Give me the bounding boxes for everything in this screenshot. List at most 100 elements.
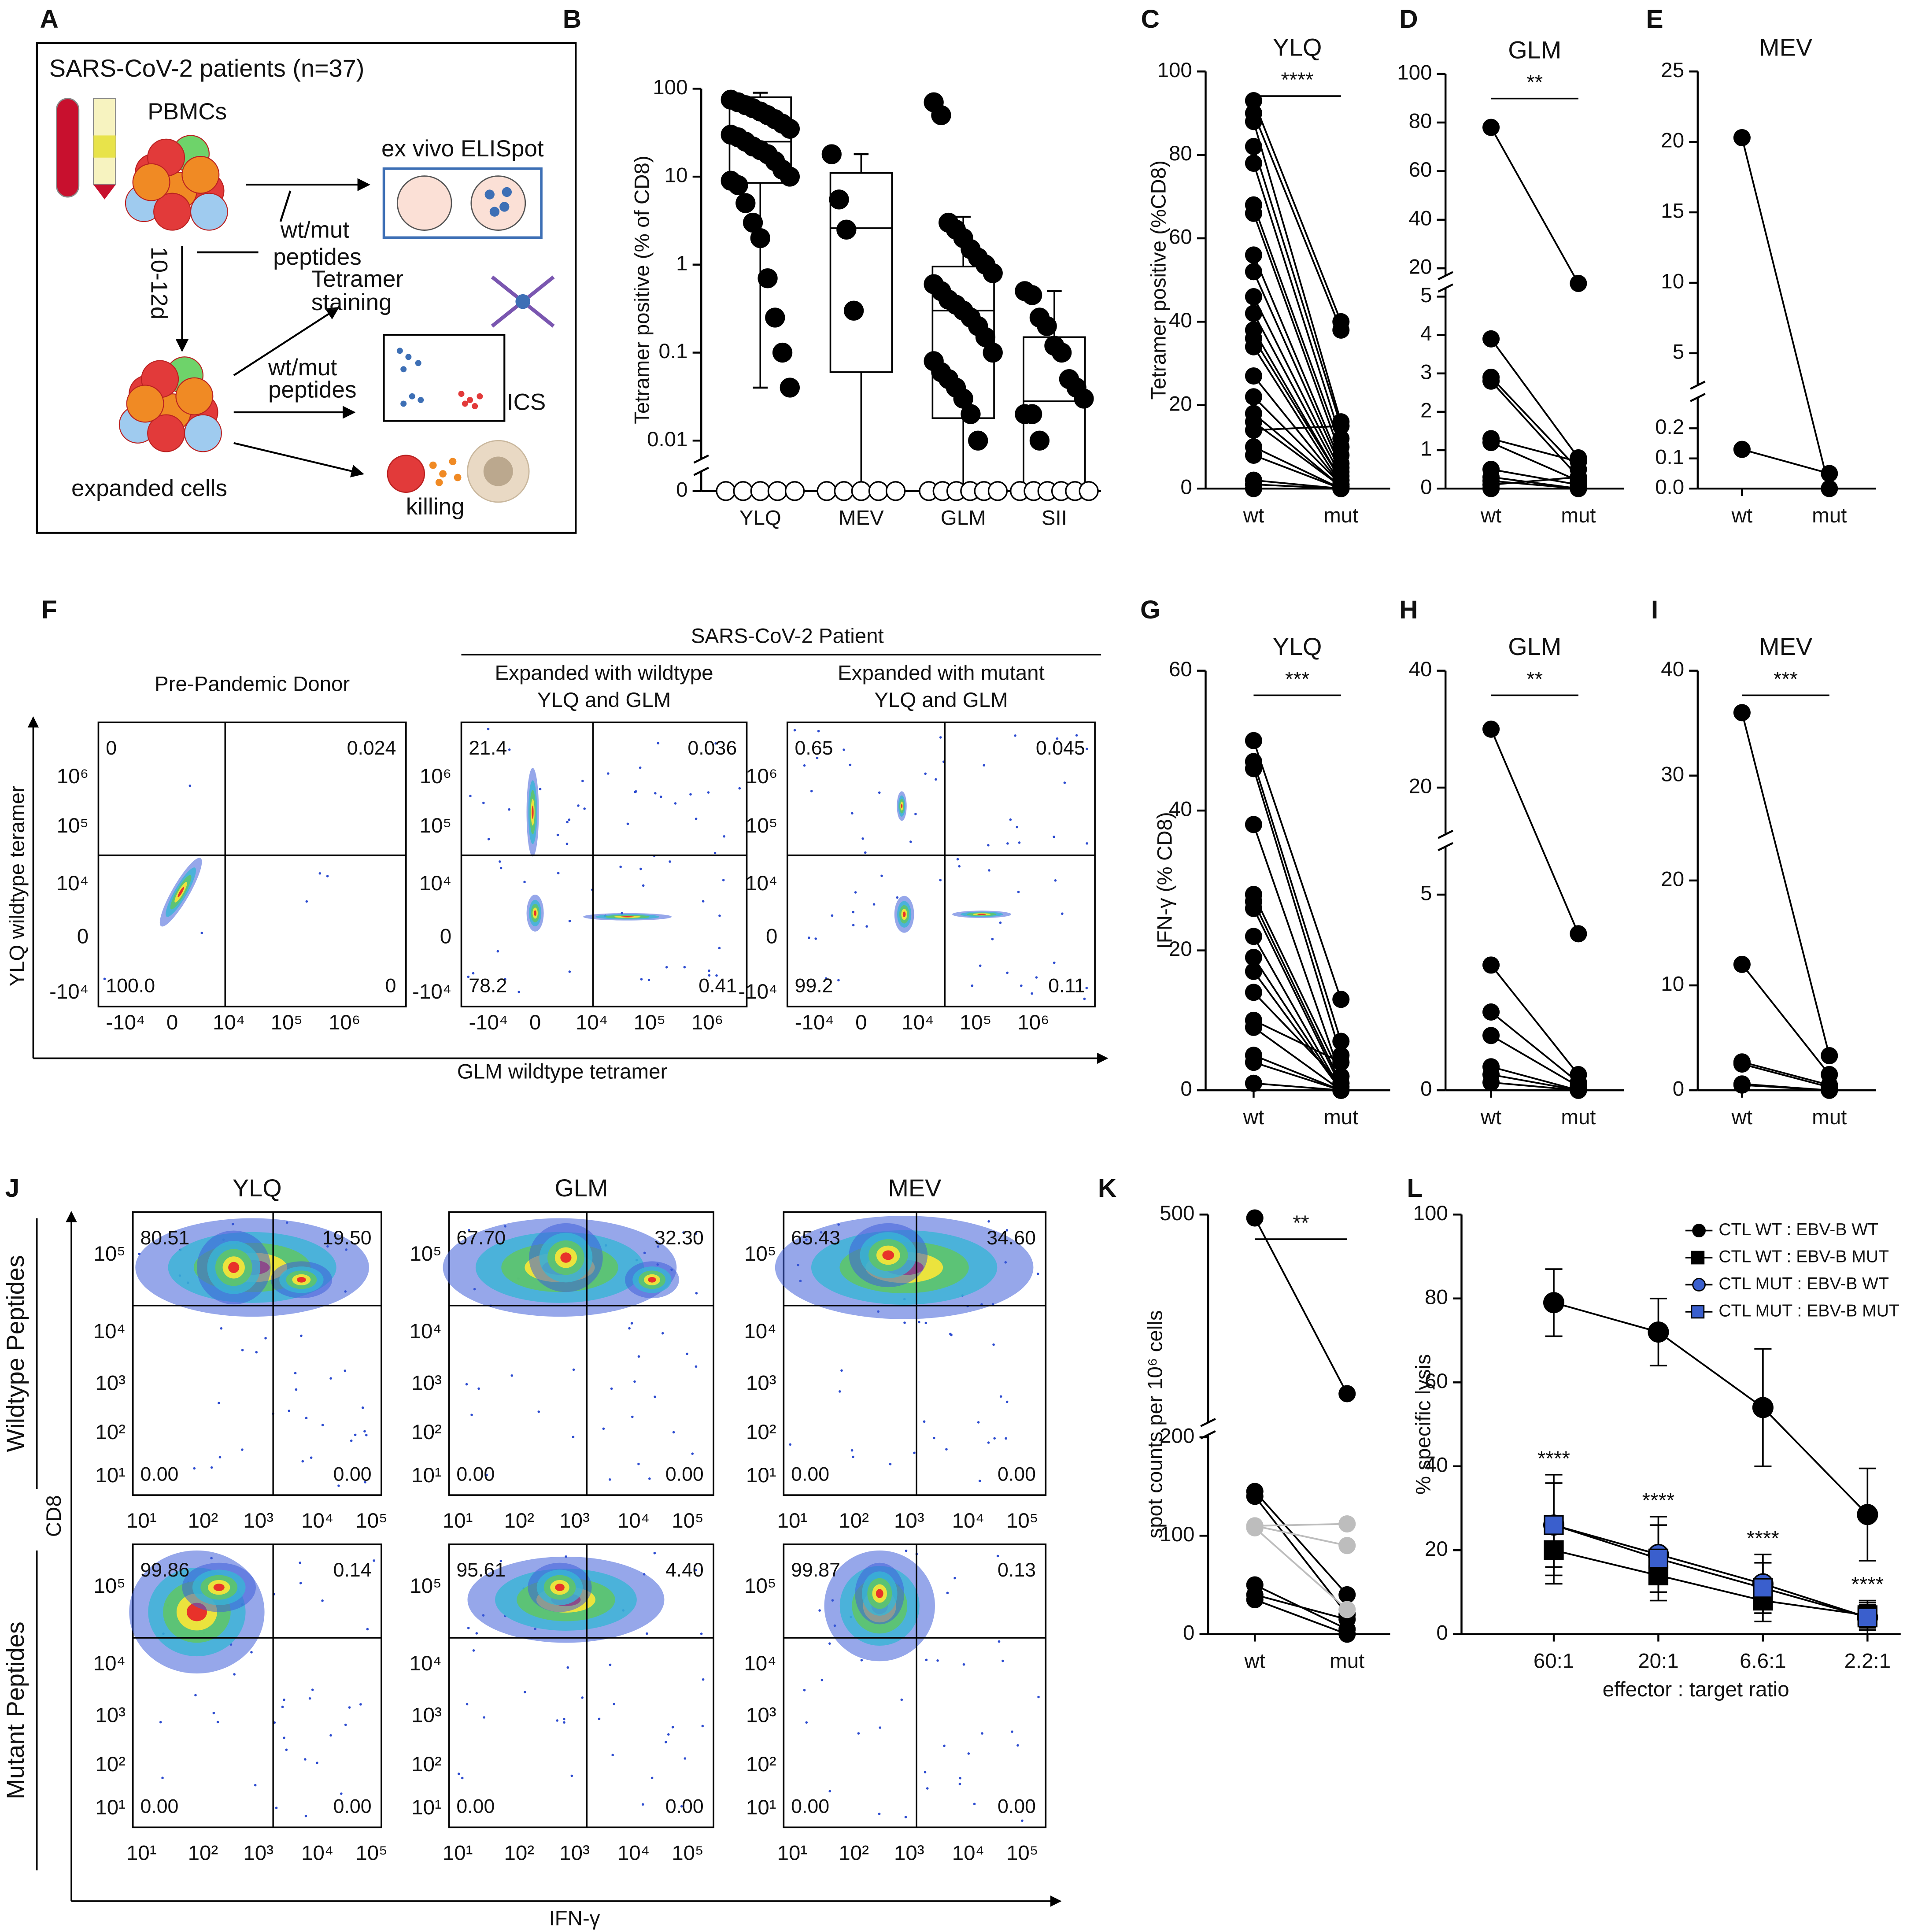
- event-dot: [637, 1355, 640, 1358]
- event-dot: [987, 1220, 990, 1223]
- quadrant-value: 0.024: [347, 737, 396, 759]
- event-dot: [218, 1402, 220, 1405]
- ics-dot: [409, 393, 415, 400]
- y-tick-label: 10²: [95, 1421, 126, 1444]
- y-tick-label: 5: [1420, 882, 1432, 905]
- event-dot: [628, 1327, 631, 1330]
- axis-break: [1200, 1418, 1216, 1427]
- event-dot: [321, 1599, 324, 1602]
- tube: [93, 185, 116, 200]
- event-dot: [914, 813, 917, 815]
- event-dot: [340, 1792, 343, 1795]
- schematic-label: 10-12d: [146, 247, 172, 319]
- y-tick-label: 60: [1425, 1369, 1448, 1393]
- significance: **: [1526, 667, 1543, 691]
- event-dot: [285, 1748, 288, 1751]
- pair-line: [1491, 1073, 1579, 1092]
- y-tick-label: 25: [1661, 59, 1684, 82]
- data-point: [1332, 321, 1350, 339]
- chart-title: YLQ: [1273, 633, 1322, 660]
- legend-marker: [1691, 1251, 1705, 1265]
- y-tick-label: -10⁴: [738, 980, 777, 1003]
- event-dot: [200, 932, 203, 934]
- event-dot: [878, 791, 881, 794]
- quadrant-value: 65.43: [791, 1227, 840, 1249]
- event-dot: [820, 1679, 824, 1681]
- event-dot: [220, 1327, 223, 1330]
- x-tick-label: 10³: [559, 1509, 590, 1532]
- density: [901, 803, 903, 808]
- event-dot: [329, 1377, 332, 1380]
- event-dot: [487, 838, 490, 840]
- column-title: MEV: [888, 1174, 942, 1202]
- y-tick-label: -10⁴: [49, 980, 89, 1003]
- data-point: [1482, 1073, 1500, 1091]
- y-tick-label: 100: [1413, 1202, 1448, 1225]
- event-dot: [695, 1232, 698, 1235]
- event-dot: [949, 1332, 952, 1336]
- event-dot: [864, 851, 867, 854]
- event-dot: [840, 1369, 843, 1372]
- y-tick-label: 10⁵: [746, 814, 777, 837]
- x-tick-label: mut: [1323, 504, 1358, 527]
- y-tick-label: 60: [1409, 158, 1432, 181]
- pair-line: [1741, 712, 1830, 1056]
- y-tick-label: 10³: [746, 1704, 776, 1727]
- plot-frame: [786, 722, 1096, 1007]
- data-point: [1570, 274, 1587, 292]
- x-tick-label: mut: [1812, 504, 1847, 527]
- pair-line: [1253, 163, 1342, 439]
- data-point: [1245, 113, 1262, 130]
- pair-line: [1741, 1061, 1830, 1086]
- y-tick-label: 10⁵: [410, 1574, 441, 1598]
- x-tick-label: wt: [1731, 504, 1752, 527]
- y-tick-label: 40: [1661, 658, 1684, 681]
- event-dot: [499, 866, 503, 870]
- event-dot: [310, 1456, 313, 1459]
- event-dot: [933, 1436, 935, 1440]
- event-dot: [988, 869, 990, 872]
- data-point: [1052, 342, 1072, 363]
- data-point: [772, 342, 793, 363]
- event-dot: [983, 764, 986, 767]
- y-axis-label: IFN-γ (% CD8): [1153, 812, 1177, 949]
- y-tick-label: 20: [1169, 937, 1192, 961]
- x-tick-label: 10⁵: [960, 1011, 991, 1034]
- data-point: [1245, 1018, 1262, 1036]
- event-dot: [581, 780, 584, 782]
- data-point: [758, 268, 778, 289]
- pair-line: [1742, 1084, 1829, 1092]
- y-tick-label: 10¹: [95, 1464, 126, 1487]
- event-dot: [843, 748, 845, 751]
- event-dot: [889, 1462, 892, 1466]
- event-dot: [1037, 1695, 1040, 1699]
- y-tick-label: 10⁴: [410, 1320, 442, 1343]
- event-dot: [946, 1591, 949, 1595]
- event-dot: [718, 947, 721, 950]
- event-dot: [609, 1663, 612, 1666]
- y-tick-label: 0.1: [1655, 445, 1684, 469]
- granule: [454, 474, 462, 481]
- data-point: [1245, 1074, 1262, 1092]
- x-tick-label: 10¹: [443, 1841, 473, 1865]
- event-dot: [909, 840, 912, 843]
- x-tick-label: 0: [166, 1011, 178, 1034]
- y-tick-label: 10⁶: [746, 765, 777, 788]
- event-dot: [299, 1582, 302, 1584]
- legend-label: CTL MUT : EBV-B WT: [1718, 1274, 1889, 1293]
- event-dot: [682, 1231, 685, 1234]
- event-dot: [880, 874, 883, 877]
- event-dot: [715, 974, 718, 977]
- event-dot: [973, 1802, 976, 1806]
- density: [532, 805, 534, 819]
- event-dot: [971, 984, 974, 987]
- event-dot: [598, 1717, 601, 1721]
- pair-line: [1491, 476, 1579, 486]
- pair-line: [1490, 441, 1579, 482]
- pair-line: [1253, 338, 1342, 481]
- y-tick-label: 20: [1409, 775, 1432, 798]
- event-dot: [1016, 1744, 1019, 1747]
- data-point: [1482, 434, 1500, 452]
- event-dot: [708, 969, 710, 972]
